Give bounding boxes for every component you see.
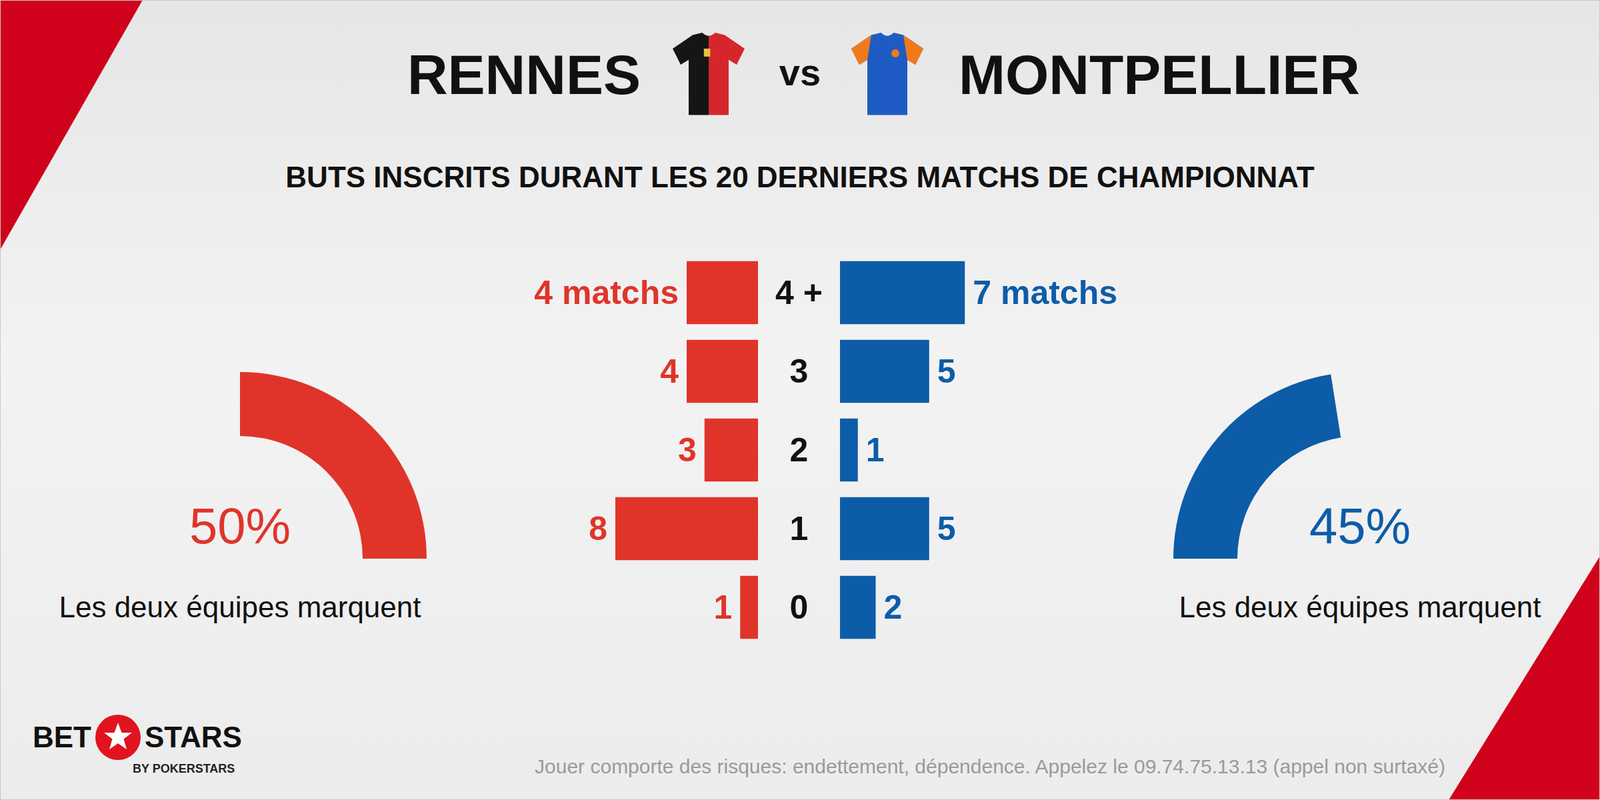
html-text:Jouer comporte des risques: en: Jouer comporte des risques: endettement,… — [534, 755, 1446, 778]
html-text:MONTPELLIER: MONTPELLIER — [958, 43, 1360, 106]
svg-text:4: 4 — [660, 352, 679, 390]
svg-text:50%: 50% — [189, 497, 291, 554]
svg-text:4 matchs: 4 matchs — [534, 274, 679, 312]
svg-text:45%: 45% — [1309, 497, 1411, 554]
html-text:BY POKERSTARS: BY POKERSTARS — [132, 762, 235, 776]
svg-text:Les deux équipes marquent: Les deux équipes marquent — [1178, 590, 1541, 624]
svg-text:Les deux équipes marquent: Les deux équipes marquent — [58, 590, 421, 624]
svg-text:8: 8 — [588, 510, 608, 548]
svg-text:0: 0 — [790, 588, 809, 626]
html-text:vs: vs — [779, 51, 821, 94]
svg-text:2: 2 — [790, 431, 809, 469]
html-text:STARS: STARS — [144, 720, 242, 754]
svg-text:5: 5 — [937, 352, 956, 390]
svg-text:1: 1 — [713, 588, 732, 626]
svg-text:3: 3 — [678, 431, 697, 469]
html-text:RENNES: RENNES — [407, 43, 641, 106]
html-text:BET: BET — [32, 720, 92, 754]
svg-text:2: 2 — [884, 588, 903, 626]
svg-text:4 +: 4 + — [775, 274, 823, 312]
svg-text:3: 3 — [790, 352, 809, 390]
svg-text:1: 1 — [866, 431, 885, 469]
svg-text:1: 1 — [790, 510, 809, 548]
svg-text:5: 5 — [937, 510, 956, 548]
svg-text:7 matchs: 7 matchs — [972, 274, 1118, 312]
svg-text:BUTS INSCRITS DURANT LES 20 DE: BUTS INSCRITS DURANT LES 20 DERNIERS MAT… — [285, 160, 1314, 194]
